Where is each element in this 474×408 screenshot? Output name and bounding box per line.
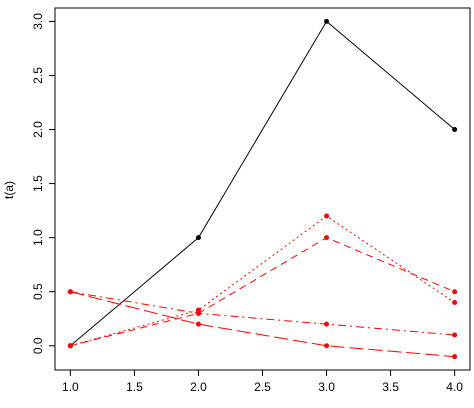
data-point: [452, 289, 458, 295]
data-point: [195, 235, 201, 241]
data-point: [452, 127, 458, 133]
data-point: [324, 321, 330, 327]
series-line: [70, 237, 455, 347]
series-line: [70, 291, 455, 358]
y-tick-label: 1.5: [31, 175, 45, 192]
series-line: [70, 215, 455, 347]
data-point: [67, 343, 73, 349]
data-point: [452, 300, 458, 306]
y-axis-label: t(a): [2, 181, 16, 199]
x-tick-label: 3.5: [382, 380, 399, 394]
data-point: [452, 354, 458, 360]
x-tick-label: 3.0: [318, 380, 335, 394]
y-tick-label: 1.0: [31, 229, 45, 246]
data-point: [324, 18, 330, 24]
data-point: [67, 289, 73, 295]
y-tick-label: 3.0: [31, 13, 45, 30]
data-point: [452, 332, 458, 338]
x-tick-label: 1.5: [126, 380, 143, 394]
y-tick-label: 2.5: [31, 67, 45, 84]
data-point: [324, 343, 330, 349]
data-point: [195, 310, 201, 316]
series-line: [70, 291, 455, 336]
y-tick-label: 0.5: [31, 283, 45, 300]
y-tick-label: 0.0: [31, 337, 45, 354]
x-tick-label: 2.0: [190, 380, 207, 394]
x-tick-label: 4.0: [446, 380, 463, 394]
x-tick-label: 2.5: [254, 380, 271, 394]
data-point: [324, 213, 330, 219]
data-point: [324, 235, 330, 241]
x-tick-label: 1.0: [62, 380, 79, 394]
data-point: [195, 321, 201, 327]
series-line: [70, 20, 455, 347]
y-tick-label: 2.0: [31, 121, 45, 138]
plot-frame: [54, 7, 471, 371]
